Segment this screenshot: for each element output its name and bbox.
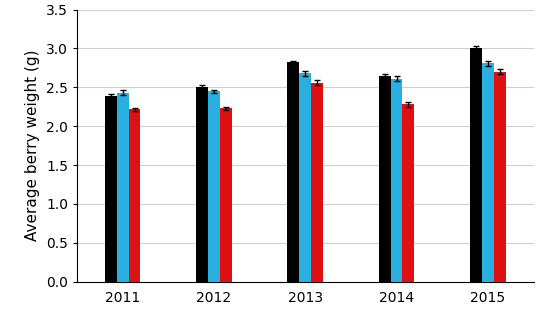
Bar: [129, 109, 140, 282]
Bar: [482, 63, 494, 282]
Bar: [403, 104, 414, 282]
Bar: [117, 93, 129, 282]
Bar: [494, 72, 505, 282]
Bar: [196, 86, 208, 282]
Bar: [288, 62, 299, 282]
Bar: [105, 96, 117, 282]
Bar: [208, 91, 220, 282]
Bar: [470, 48, 482, 282]
Bar: [220, 108, 232, 282]
Bar: [311, 83, 323, 282]
Bar: [379, 76, 390, 282]
Bar: [299, 73, 311, 282]
Y-axis label: Average berry weight (g): Average berry weight (g): [25, 50, 40, 241]
Bar: [390, 79, 403, 282]
